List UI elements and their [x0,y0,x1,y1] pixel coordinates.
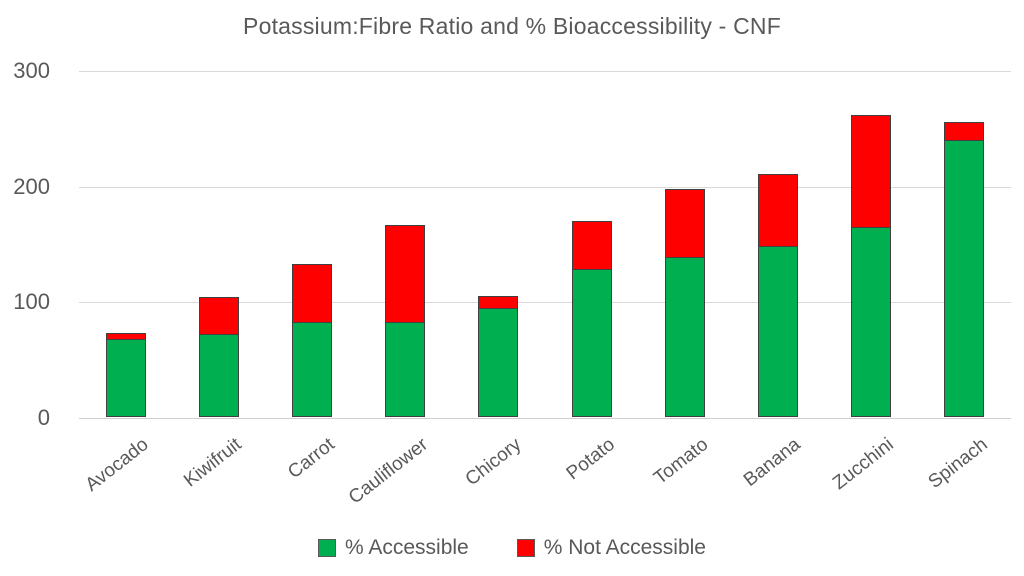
y-tick-label: 100 [13,289,50,315]
x-category-label: Tomato [649,434,712,489]
x-category-label: Zucchini [829,434,899,495]
grid-line [79,302,1011,304]
bar-segment-accessible [198,334,239,417]
bar-segment-accessible [292,322,332,417]
legend-label: % Accessible [345,536,469,559]
y-tick-label: 300 [13,57,50,83]
x-category-label: Carrot [284,434,339,484]
legend-swatch-icon [516,539,535,557]
bar-zucchini [851,115,892,418]
bar-banana [758,174,798,418]
bar-segment-not-accessible [198,297,239,335]
bar-spinach [944,122,985,418]
bar-segment-not-accessible [385,225,426,323]
bar-chicory [478,296,519,418]
bar-segment-accessible [105,339,146,417]
x-category-label: Cauliflower [345,434,433,509]
bar-segment-accessible [571,269,612,417]
bar-segment-not-accessible [758,174,798,247]
bar-segment-accessible [385,322,426,417]
bar-cauliflower [385,225,426,418]
bar-segment-not-accessible [571,221,612,270]
legend: % Accessible % Not Accessible [0,536,1024,560]
y-tick-label: 0 [37,405,50,430]
bar-segment-not-accessible [944,122,985,141]
bar-potato [571,221,612,418]
x-category-label: Spinach [924,434,992,493]
x-axis-line [79,418,1011,419]
grid-line [79,186,1011,188]
legend-swatch-icon [318,539,336,557]
bar-segment-not-accessible [664,189,705,258]
x-category-label: Chicory [461,434,526,491]
legend-item: % Accessible [318,536,469,560]
bar-segment-not-accessible [851,115,892,228]
x-category-label: Banana [740,434,805,491]
bar-segment-accessible [758,246,798,417]
bar-segment-accessible [664,257,705,417]
grid-line [79,70,1011,72]
bar-avocado [105,333,146,418]
x-category-label: Potato [562,434,619,485]
y-tick-label: 200 [13,173,50,199]
bar-segment-accessible [851,227,892,417]
x-category-label: Avocado [81,434,153,496]
bar-tomato [664,189,705,418]
bar-segment-accessible [944,140,985,417]
bar-kiwifruit [198,297,239,418]
bar-segment-accessible [478,308,519,417]
legend-label: % Not Accessible [543,536,706,559]
legend-item: % Not Accessible [516,536,706,560]
bar-carrot [292,264,332,418]
x-category-label: Kiwifruit [180,434,246,492]
bar-segment-not-accessible [292,264,332,323]
chart-title: Potassium:Fibre Ratio and % Bioaccessibi… [243,13,781,39]
